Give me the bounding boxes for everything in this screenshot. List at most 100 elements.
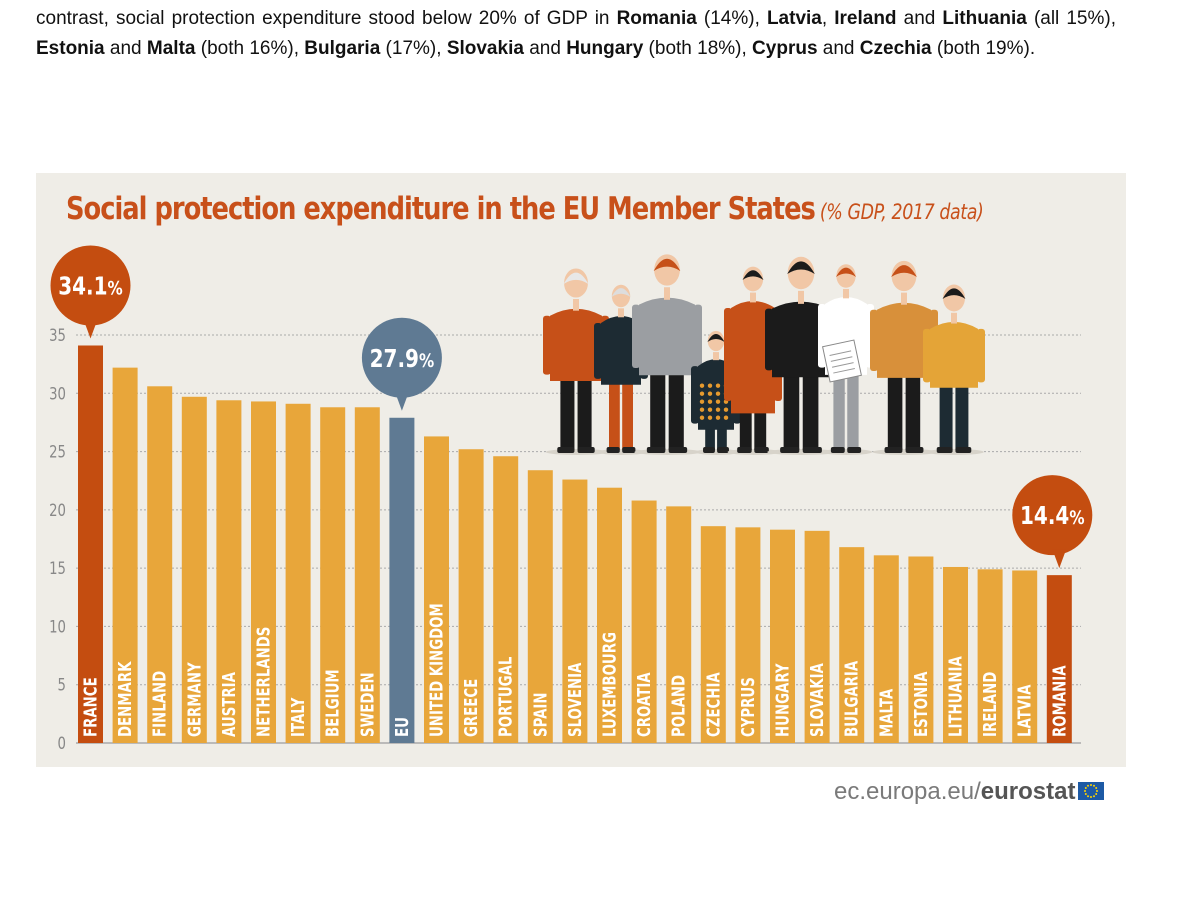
intro-country: Hungary [566, 38, 644, 59]
bar-sweden [354, 407, 380, 743]
dot [723, 407, 729, 412]
chart-panel: 0 5 10 15 20 25 30 35 FRANCE DENMARK FINLAND GERMA… [36, 173, 1126, 767]
dot [715, 399, 721, 404]
shoe [557, 447, 575, 453]
bar-croatia [631, 500, 657, 743]
category-label: ESTONIA [910, 671, 932, 737]
arm [977, 328, 985, 383]
bars-layer [78, 345, 1072, 743]
callout-number: 34.1 [58, 272, 107, 301]
bar-belgium [320, 407, 346, 743]
category-label: FINLAND [149, 671, 171, 737]
leg [887, 373, 903, 450]
callout-pointer [394, 391, 409, 411]
bar-germany [181, 396, 207, 743]
intro-paragraph: contrast, social protection expenditure … [36, 4, 1116, 64]
hair [707, 333, 725, 342]
intro-text: (both 16%), [195, 38, 305, 59]
category-label: AUSTRIA [218, 671, 240, 737]
dot [699, 391, 705, 396]
eu-flag-icon [1078, 781, 1105, 800]
leg [802, 373, 819, 450]
bar-greece [458, 449, 484, 743]
shoe [955, 447, 972, 453]
category-label: BULGARIA [841, 660, 863, 737]
shadow [634, 449, 702, 455]
chart-title: Social protection expenditure in the EU … [66, 191, 984, 227]
category-label: EU [391, 717, 413, 737]
callout-bubble [50, 245, 131, 326]
arm [691, 366, 699, 424]
leg [847, 370, 859, 450]
bar-austria [216, 400, 242, 743]
paper-line [830, 356, 853, 362]
intro-country: Malta [146, 38, 196, 59]
bar-cyprus [735, 527, 761, 743]
category-label: LATVIA [1014, 684, 1036, 737]
callout-number: 14.4 [1020, 502, 1069, 531]
arm [632, 304, 640, 369]
intro-text: (14%), [696, 8, 767, 29]
leg [739, 409, 752, 450]
shoe [646, 447, 666, 453]
category-label: ITALY [287, 697, 309, 737]
dot [707, 383, 713, 388]
eurostat-logo[interactable]: ec.europa.eu/eurostat [834, 778, 1105, 806]
neck [573, 299, 579, 311]
dot [723, 415, 729, 420]
bar-portugal [493, 456, 519, 743]
leg [754, 409, 767, 450]
dot [699, 415, 705, 420]
chart-subtitle: (% GDP, 2017 data) [819, 200, 984, 224]
intro-country: Latvia [766, 8, 822, 29]
neck [664, 287, 670, 300]
leg [622, 380, 633, 450]
hair [653, 258, 681, 271]
leg [609, 380, 620, 450]
category-label: CYPRUS [737, 677, 759, 737]
bar-luxembourg [597, 487, 622, 743]
bar-france [78, 345, 103, 743]
dot [715, 391, 721, 396]
shoe [905, 447, 924, 453]
arm [724, 307, 732, 402]
hair [611, 288, 631, 297]
category-label: IRELAND [979, 672, 1001, 737]
category-label: DENMARK [114, 661, 136, 737]
y-tick-label: 20 [49, 500, 66, 520]
hair [787, 261, 815, 274]
category-label: SPAIN [529, 692, 551, 737]
arm [543, 315, 551, 375]
intro-country: Estonia [36, 38, 105, 59]
logo-site: ec.europa.eu/ [834, 778, 981, 805]
shoe [884, 447, 903, 453]
paper [822, 339, 862, 383]
shoe [737, 447, 752, 453]
y-tick-label: 0 [58, 733, 66, 753]
person-man-grey [632, 254, 702, 455]
intro-country: Ireland [834, 8, 897, 29]
hair [891, 265, 917, 277]
intro-country: Czechia [859, 38, 932, 59]
hair [563, 272, 589, 284]
neck [901, 292, 907, 305]
leg [705, 425, 715, 450]
torso [772, 301, 830, 378]
intro-country: Lithuania [942, 8, 1027, 29]
callout-bubble [1012, 475, 1093, 556]
category-label: SLOVAKIA [806, 663, 828, 737]
dot [707, 391, 713, 396]
person-grandfather [543, 268, 609, 455]
person-man-black [765, 256, 837, 455]
bar-italy [285, 403, 311, 743]
intro-text: (17%), [380, 38, 447, 59]
category-labels: FRANCE DENMARK FINLAND GERMANY AUSTRIA NETHER… [79, 603, 1069, 737]
bar-poland [666, 506, 692, 743]
leg [955, 383, 969, 450]
shoe [830, 447, 845, 453]
paper-line [833, 368, 855, 374]
y-tick-label: 10 [49, 617, 66, 637]
callout-pointer [83, 319, 98, 339]
shoe [703, 447, 715, 453]
leg [577, 376, 592, 450]
